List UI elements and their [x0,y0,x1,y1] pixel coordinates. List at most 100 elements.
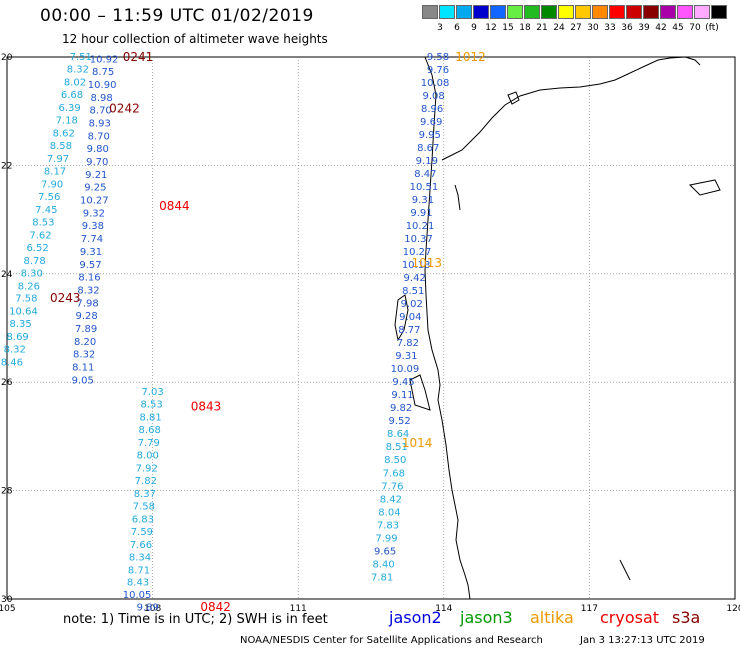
legend-swatch [456,5,472,19]
sat-jason3: jason3 [460,608,513,627]
coastline [394,56,721,600]
legend-label: 33 [604,23,616,33]
legend-label: 9 [471,23,477,33]
wave-height-value: 7.68 [383,468,405,479]
wave-height-value: 7.03 [141,387,163,398]
wave-height-value: 9.38 [82,221,104,232]
legend-swatch [677,5,693,19]
wave-height-value: 9.58 [427,52,449,63]
wave-height-value: 8.16 [78,273,100,284]
wave-height-value: 8.70 [88,132,110,143]
wave-height-value: 8.69 [7,332,29,343]
coast-line [424,56,701,600]
wave-height-value: 10.27 [80,196,109,207]
wave-height-value: 7.92 [136,463,158,474]
wave-height-value: 7.98 [76,299,98,310]
legend-label: 42 [655,23,667,33]
generated-timestamp: Jan 3 13:27:13 UTC 2019 [580,635,705,646]
wave-height-value: 10.51 [410,182,439,193]
lon-tick-label: 117 [581,604,598,614]
wave-height-value: 10.05 [123,590,152,601]
wave-height-value: 10.08 [421,78,450,89]
wave-height-value: 7.45 [35,205,57,216]
legend-label: (ft) [705,23,719,33]
wave-height-value: 8.78 [24,256,46,267]
wave-height-value: 8.50 [384,455,406,466]
wave-height-value: 8.58 [50,141,72,152]
lat-tick-label: 22 [1,161,12,171]
pass-time-label: 0243 [50,291,81,305]
wave-height-value: 10.21 [406,221,435,232]
credit-line: NOAA/NESDIS Center for Satellite Applica… [240,635,543,646]
sat-jason2: jason2 [389,608,442,627]
wave-height-value: 9.31 [395,351,417,362]
wave-height-value: 9.04 [399,312,421,323]
pass-time-labels: 0241 0242 0243 0844 0843 0842 1012 1013 1014 [50,50,486,614]
wave-height-value: 8.43 [127,578,149,589]
legend-label: 45 [672,23,684,33]
footer-note: note: 1) Time is in UTC; 2) SWH is in fe… [63,612,328,627]
wave-height-value: 7.79 [138,438,160,449]
wave-height-value: 7.66 [130,540,152,551]
legend-label: 39 [638,23,650,33]
wave-height-value: 8.37 [134,489,156,500]
wave-height-value: 8.32 [73,350,95,361]
lat-tick-label: 26 [1,378,13,388]
wave-height-value: 8.34 [129,552,151,563]
island-outline [507,91,520,105]
wave-height-value: 9.25 [84,183,106,194]
wave-height-value: 10.37 [404,234,433,245]
wave-height-value: 9.65 [374,546,396,557]
wave-height-value: 8.68 [139,425,161,436]
wave-height-value: 9.45 [392,377,414,388]
wave-height-value: 9.28 [75,311,97,322]
pass-time-label: 0843 [191,400,222,414]
wave-height-value: 9.05 [72,376,94,387]
wave-height-value: 8.71 [128,565,150,576]
legend-swatch [626,5,642,19]
grid-lines [7,57,735,599]
legend-swatch [439,5,455,19]
wave-height-value: 9.57 [79,260,101,271]
wave-height-value: 10.64 [9,307,38,318]
pass-time-label: 1013 [412,256,443,270]
legend-swatch [422,5,438,19]
legend-label: 30 [587,23,599,33]
wave-height-value: 9.31 [412,195,434,206]
pass-time-label: 0842 [200,600,231,614]
legend-label: 15 [502,23,514,33]
legend-swatch [643,5,659,19]
wave-height-value: 8.32 [67,64,89,75]
lat-tick-label: 28 [1,487,13,497]
wave-height-value: 8.20 [74,337,96,348]
legend-label: 21 [536,23,548,33]
legend-swatch [490,5,506,19]
wave-height-value: 9.21 [85,170,107,181]
wave-height-value: 8.98 [91,93,113,104]
wave-height-value: 8.32 [4,345,26,356]
legend-label: 12 [485,23,497,33]
island-outline [409,374,431,411]
sat-cryosat: cryosat [600,608,660,627]
wave-height-value: 7.97 [47,154,69,165]
wave-height-value: 7.74 [81,234,103,245]
wave-height-value: 7.56 [38,192,60,203]
legend-swatch [711,5,727,19]
legend-swatch [541,5,557,19]
wave-height-value: 9.32 [83,209,105,220]
wave-height-value: 7.59 [131,527,153,538]
wave-height-value: 9.91 [410,208,432,219]
wave-height-value: 9.52 [389,416,411,427]
lat-tick-label: 24 [1,270,13,280]
wave-height-value: 8.81 [140,412,162,423]
legend-swatch [660,5,676,19]
lat-tick-label: 20 [1,53,13,63]
wave-height-value: 6.83 [132,514,154,525]
wave-height-value: 7.89 [75,324,97,335]
wave-height-value: 9.69 [420,117,442,128]
legend-label: 18 [519,23,531,33]
map-title: 00:00 – 11:59 UTC 01/02/2019 [40,6,314,26]
sat-altika: altika [530,608,574,627]
lat-tick-label: 30 [1,595,13,605]
wave-height-value: 8.77 [398,325,420,336]
